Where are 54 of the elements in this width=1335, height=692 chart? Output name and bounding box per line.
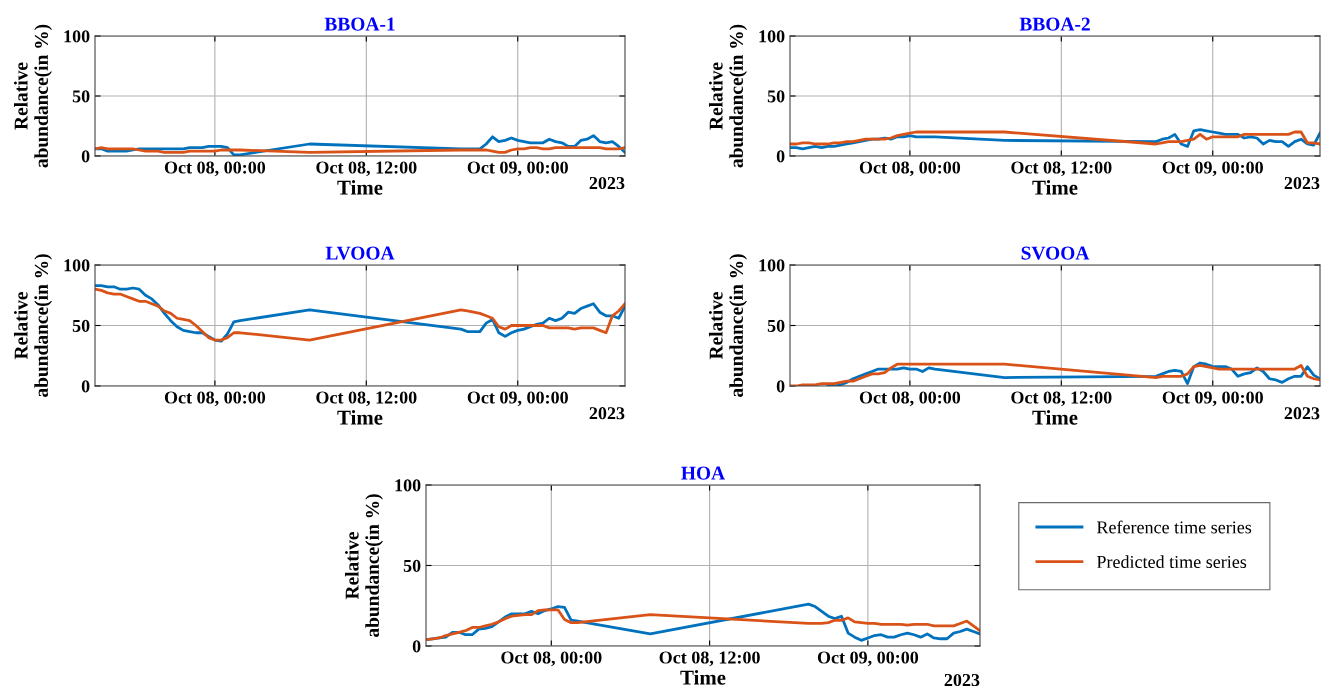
x-tick-label: Oct 09, 00:00 bbox=[467, 391, 568, 407]
text: 2023 bbox=[589, 176, 625, 190]
x-tick-label: Oct 08, 12:00 bbox=[316, 391, 417, 407]
x-tick-label: Oct 08, 00:00 bbox=[859, 161, 961, 177]
y-axis-title: Relative abundance(in %) bbox=[13, 254, 52, 397]
x-tick-label: Oct 08, 00:00 bbox=[501, 651, 602, 667]
y-tick-label: 100 bbox=[395, 479, 421, 492]
y-axis-title: Relative abundance(in %) bbox=[344, 494, 383, 637]
y-tick-label: 100 bbox=[64, 30, 90, 43]
line-series bbox=[790, 130, 1320, 146]
y-tick-label: 50 bbox=[767, 90, 785, 103]
y-tick-label: 100 bbox=[759, 259, 785, 272]
chart-title: BBOA-1 bbox=[324, 17, 395, 31]
chart-title: LVOOA bbox=[325, 246, 395, 260]
y-tick-label: 0 bbox=[81, 150, 90, 163]
x-axis-title: Time bbox=[1032, 180, 1078, 195]
x-tick-label: Oct 09, 00:00 bbox=[1162, 161, 1263, 177]
chart-title: BBOA-2 bbox=[1019, 17, 1090, 31]
x-tick-label: Oct 08, 00:00 bbox=[164, 161, 266, 177]
x-tick-label: Oct 09, 00:00 bbox=[467, 161, 568, 177]
x-tick-label: Oct 08, 12:00 bbox=[316, 161, 417, 177]
legend-label: Predicted time series bbox=[1096, 555, 1247, 569]
text: 2023 bbox=[944, 673, 980, 687]
text: 2023 bbox=[589, 407, 625, 420]
y-tick-label: 100 bbox=[64, 259, 90, 272]
y-tick-label: 50 bbox=[72, 90, 90, 103]
y-axis-title: Relative abundance(in %) bbox=[13, 24, 52, 168]
y-axis-title: Relative abundance(in %) bbox=[708, 254, 747, 397]
x-tick-label: Oct 08, 12:00 bbox=[1011, 391, 1112, 407]
x-tick-label: Oct 09, 00:00 bbox=[1162, 391, 1263, 407]
x-axis-title: Time bbox=[337, 180, 383, 195]
y-tick-label: 50 bbox=[72, 319, 90, 332]
y-tick-label: 0 bbox=[81, 380, 90, 393]
y-tick-label: 0 bbox=[776, 380, 785, 393]
x-axis-title: Time bbox=[680, 670, 726, 685]
legend-label: Reference time series bbox=[1096, 520, 1252, 534]
line-series bbox=[426, 608, 980, 641]
x-tick-label: Oct 08, 00:00 bbox=[164, 391, 266, 407]
x-tick-label: Oct 08, 00:00 bbox=[859, 391, 961, 407]
y-axis-title: Relative abundance(in %) bbox=[708, 24, 747, 168]
y-tick-label: 0 bbox=[776, 150, 785, 163]
x-tick-label: Oct 08, 12:00 bbox=[1011, 161, 1112, 177]
y-tick-label: 50 bbox=[767, 319, 785, 332]
x-axis-title: Time bbox=[337, 410, 383, 425]
x-tick-label: Oct 08, 12:00 bbox=[659, 651, 760, 667]
x-tick-label: Oct 09, 00:00 bbox=[817, 651, 919, 667]
x-axis-title: Time bbox=[1032, 410, 1078, 425]
text: 2023 bbox=[1284, 176, 1320, 190]
chart-title: HOA bbox=[681, 466, 725, 480]
y-tick-label: 0 bbox=[412, 640, 421, 653]
y-tick-label: 100 bbox=[759, 30, 785, 43]
y-tick-label: 50 bbox=[403, 559, 421, 572]
text: 2023 bbox=[1284, 407, 1320, 420]
chart-title: SVOOA bbox=[1021, 246, 1090, 260]
